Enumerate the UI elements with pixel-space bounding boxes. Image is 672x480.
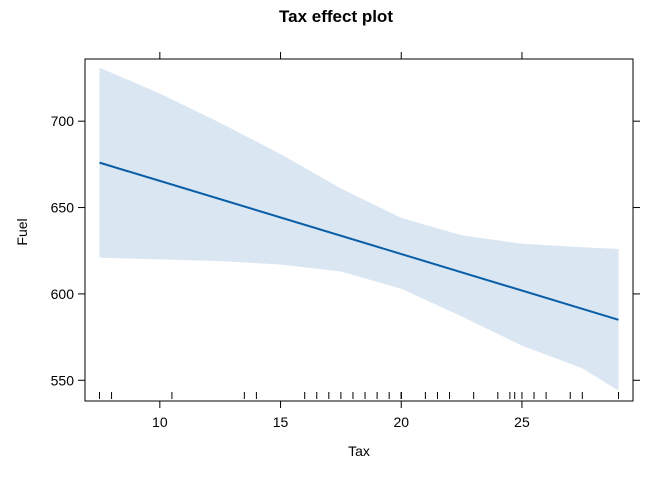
plot-frame [84,58,634,402]
y-tick-label: 650 [51,200,75,216]
confidence-band [99,67,619,391]
x-tick-label: 25 [514,414,530,430]
y-tick-label: 700 [51,113,75,129]
y-tick-label: 600 [51,286,75,302]
x-tick-label: 20 [393,414,409,430]
chart-title: Tax effect plot [279,7,393,26]
x-tick-label: 15 [273,414,289,430]
fit-line [99,161,619,321]
x-tick-label: 10 [152,414,168,430]
y-axis-label: Fuel [14,218,30,245]
x-axis-label: Tax [348,443,370,459]
y-tick-label: 550 [51,372,75,388]
